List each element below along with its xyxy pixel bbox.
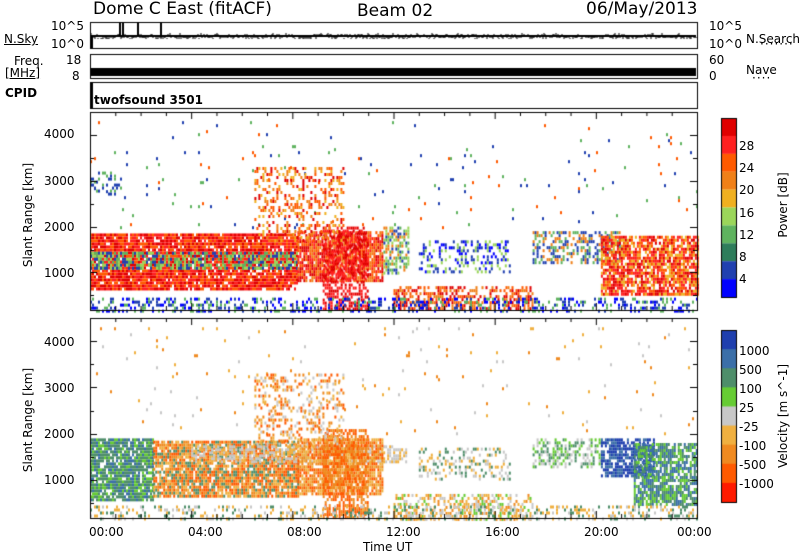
freq-unit-label: [MHz] — [5, 66, 41, 80]
power-cbar-label: Power [dB] — [776, 172, 790, 238]
power-cbar-tick-8: 8 — [739, 250, 747, 264]
velocity-ytick-2000: 2000 — [44, 427, 75, 441]
nsky-tick-bottom: 10^0 — [51, 37, 84, 51]
power-ytick-3000: 3000 — [44, 174, 75, 188]
beam-label: Beam 02 — [357, 1, 434, 21]
velocity-cbar-tick-m25: -25 — [739, 420, 759, 434]
power-ytick-2000: 2000 — [44, 220, 75, 234]
nsearch-dots: ······· — [760, 37, 794, 51]
power-cbar-tick-24: 24 — [739, 161, 755, 175]
xtick-0000: 00:00 — [89, 525, 124, 539]
nave-tick-top: 60 — [709, 53, 725, 67]
velocity-cbar-tick-m100: -100 — [739, 439, 767, 453]
xtick-2000: 20:00 — [584, 525, 619, 539]
nave-tick-bottom: 0 — [709, 69, 717, 83]
velocity-cbar-tick-25: 25 — [739, 401, 755, 415]
freq-label: Freq. — [14, 54, 44, 68]
power-cbar-tick-20: 20 — [739, 183, 755, 197]
power-cbar-tick-28: 28 — [739, 139, 755, 153]
velocity-ytick-3000: 3000 — [44, 381, 75, 395]
xtick-0400: 04:00 — [188, 525, 223, 539]
velocity-cbar-tick-500: 500 — [739, 363, 762, 377]
velocity-cbar-tick-1000: 1000 — [739, 344, 770, 358]
xtick-2400: 00:00 — [677, 525, 712, 539]
power-cbar-tick-12: 12 — [739, 228, 755, 242]
nsearch-tick-bottom: 10^0 — [709, 37, 742, 51]
nsky-tick-top: 10^5 — [51, 19, 84, 33]
power-cbar-tick-16: 16 — [739, 206, 755, 220]
nsearch-tick-top: 10^5 — [709, 19, 742, 33]
nave-dots: ···· — [752, 71, 772, 85]
xtick-0800: 08:00 — [287, 525, 322, 539]
velocity-ytick-4000: 4000 — [44, 335, 75, 349]
nsearch-label: N.Search — [746, 32, 800, 46]
velocity-ytick-1000: 1000 — [44, 473, 75, 487]
velocity-cbar-tick-m1000: -1000 — [739, 477, 774, 491]
cpid-value: twofsound 3501 — [94, 93, 203, 107]
velocity-cbar-tick-100: 100 — [739, 382, 762, 396]
velocity-cbar-tick-m500: -500 — [739, 458, 767, 472]
date-label: 06/May/2013 — [586, 0, 698, 19]
power-cbar-tick-4: 4 — [739, 272, 747, 286]
nave-label: Nave — [746, 63, 777, 77]
freq-tick-bottom: 8 — [72, 69, 80, 83]
power-ylabel: Slant Range [km] — [21, 162, 35, 268]
cpid-label: CPID — [5, 86, 38, 100]
nsky-label: N.Sky — [4, 32, 39, 46]
power-ytick-1000: 1000 — [44, 266, 75, 280]
xtick-1200: 12:00 — [386, 525, 421, 539]
freq-tick-top: 18 — [66, 53, 82, 67]
velocity-ylabel: Slant Range [km] — [21, 367, 35, 473]
station-title: Dome C East (fitACF) — [93, 0, 272, 19]
xtick-1600: 16:00 — [485, 525, 520, 539]
velocity-cbar-label: Velocity [m s^-1] — [776, 363, 790, 469]
power-ytick-4000: 4000 — [44, 127, 75, 141]
xlabel: Time UT — [363, 540, 413, 554]
